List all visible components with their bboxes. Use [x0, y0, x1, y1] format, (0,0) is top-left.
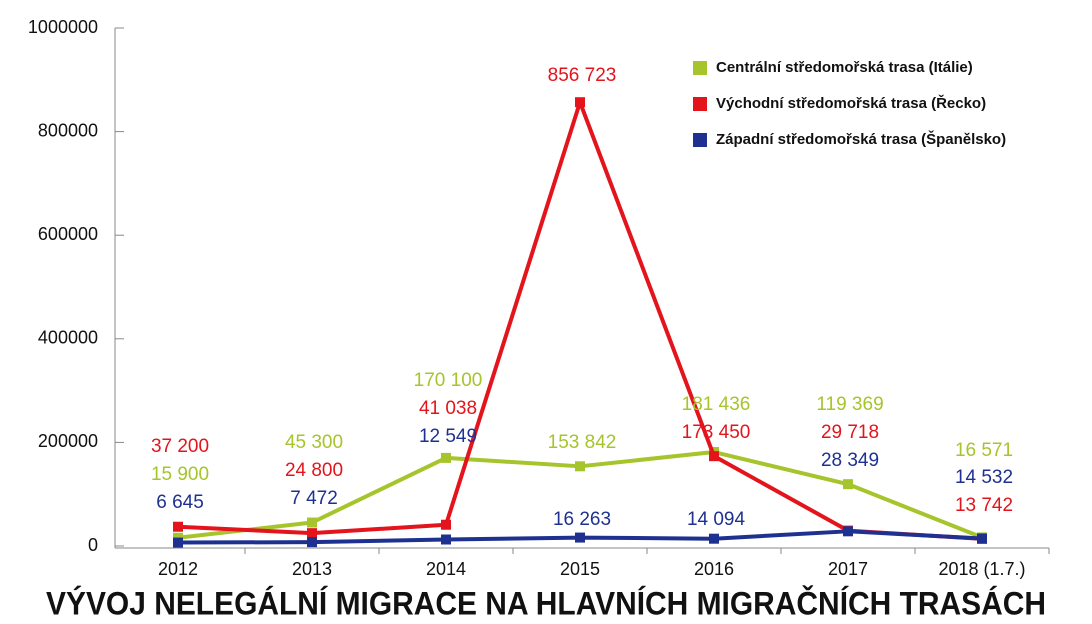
y-tick-label: 600000: [38, 224, 98, 244]
data-label: 170 100: [414, 370, 483, 391]
data-label: 29 718: [821, 422, 879, 443]
legend-label: Východní středomořská trasa (Řecko): [716, 94, 986, 112]
data-label: 181 436: [682, 394, 751, 415]
legend-label: Západní středomořská trasa (Španělsko): [716, 130, 1006, 148]
data-label: 6 645: [156, 492, 204, 513]
x-tick-label: 2012: [158, 559, 198, 579]
y-tick-label: 400000: [38, 328, 98, 348]
data-label: 14 532: [955, 467, 1013, 488]
point-marker: [173, 537, 183, 548]
x-tick-label: 2017: [828, 559, 868, 579]
y-tick-label: 800000: [38, 120, 98, 140]
point-marker: [307, 517, 317, 528]
point-marker: [575, 461, 585, 472]
point-marker: [173, 521, 183, 532]
point-marker: [441, 452, 451, 463]
point-marker: [709, 451, 719, 462]
legend-swatch: [693, 61, 707, 75]
point-marker: [843, 526, 853, 537]
point-marker: [575, 532, 585, 543]
legend-swatch: [693, 133, 707, 147]
y-tick-label: 0: [88, 535, 98, 555]
data-label: 16 571: [955, 440, 1013, 461]
data-label: 15 900: [151, 464, 209, 485]
point-marker: [307, 528, 317, 539]
data-label: 14 094: [687, 509, 746, 530]
legend-swatch: [693, 97, 707, 111]
data-label: 28 349: [821, 450, 879, 471]
point-marker: [575, 97, 585, 108]
point-marker: [441, 519, 451, 530]
data-label: 12 549: [419, 426, 477, 447]
data-label: 16 263: [553, 509, 611, 530]
point-marker: [843, 479, 853, 490]
legend-label: Centrální středomořská trasa (Itálie): [716, 59, 973, 76]
chart-title: VÝVOJ NELEGÁLNÍ MIGRACE NA HLAVNÍCH MIGR…: [46, 585, 1046, 621]
data-label: 119 369: [816, 394, 883, 415]
x-tick-label: 2014: [426, 559, 466, 579]
data-label: 41 038: [419, 398, 477, 419]
y-tick-label: 200000: [38, 431, 98, 451]
x-tick-label: 2018 (1.7.): [938, 559, 1025, 579]
y-tick-label: 1000000: [28, 17, 98, 37]
data-label: 13 742: [955, 495, 1013, 516]
point-marker: [307, 537, 317, 548]
data-label: 45 300: [285, 432, 343, 453]
data-label: 37 200: [151, 436, 209, 457]
x-tick-label: 2013: [292, 559, 332, 579]
data-label: 153 842: [548, 432, 617, 453]
data-label: 856 723: [548, 65, 617, 86]
point-marker: [977, 533, 987, 544]
data-label: 173 450: [682, 422, 751, 443]
data-label: 24 800: [285, 460, 343, 481]
point-marker: [441, 534, 451, 545]
x-tick-label: 2016: [694, 559, 734, 579]
x-tick-label: 2015: [560, 559, 600, 579]
data-label: 7 472: [290, 488, 338, 509]
point-marker: [709, 533, 719, 544]
